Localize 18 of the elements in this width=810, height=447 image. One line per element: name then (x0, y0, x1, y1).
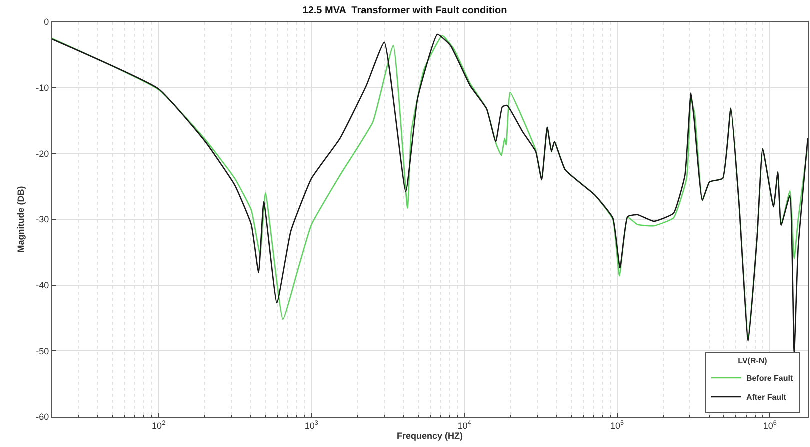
x-tick-label: 10$^{3}$ (304, 420, 319, 431)
y-tick-label: -30 (36, 214, 50, 225)
x-tick-label: 10$^{2}$ (152, 420, 166, 431)
legend-title: LV(R-N) (738, 356, 768, 366)
y-tick-label: -20 (36, 148, 50, 159)
y-tick-label: -50 (36, 346, 50, 356)
x-tick-label: 10$^{4}$ (458, 420, 472, 431)
x-tick-label: 10$^{6}$ (763, 420, 778, 431)
legend-label: After Fault (746, 393, 787, 402)
y-tick-label: -60 (36, 412, 50, 422)
y-axis-title: Magnitude (DB) (16, 186, 26, 253)
y-tick-label: -40 (36, 280, 50, 290)
chart-title: 12.5 MVA Transformer with Fault condition (302, 6, 508, 17)
x-tick-label: 10$^{5}$ (610, 420, 625, 431)
y-tick-label: -10 (36, 82, 50, 93)
x-axis-title: Frequency (HZ) (396, 430, 464, 441)
y-tick-label: 0 (44, 17, 50, 28)
legend-label: Before Fault (746, 374, 794, 384)
